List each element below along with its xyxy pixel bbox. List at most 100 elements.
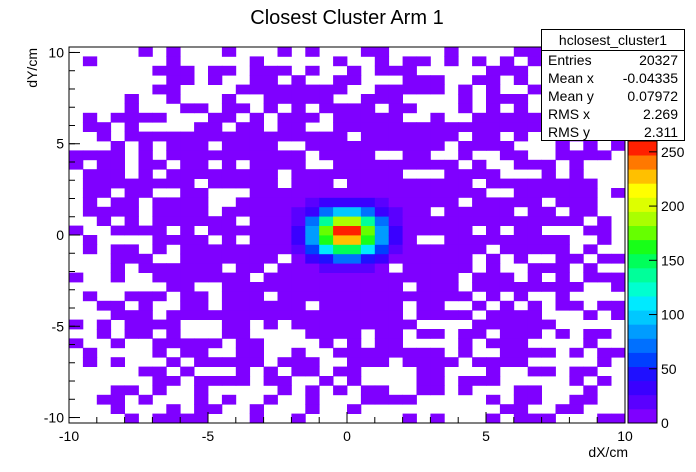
heatmap-bin	[597, 225, 612, 236]
heatmap-bin	[333, 310, 348, 320]
heatmap-bin	[305, 206, 320, 217]
heatmap-bin	[513, 188, 529, 198]
color-scale-step	[628, 225, 657, 241]
heatmap-bin	[499, 282, 515, 292]
heatmap-bin	[208, 376, 223, 386]
heatmap-bin	[416, 225, 431, 236]
heatmap-bin	[291, 169, 306, 179]
heatmap-bin	[208, 244, 223, 255]
heatmap-bin	[527, 300, 542, 311]
heatmap-bin	[347, 65, 362, 76]
heatmap-bin	[486, 253, 501, 264]
heatmap-bin	[152, 159, 167, 170]
heatmap-bin	[416, 131, 431, 142]
heatmap-bin	[82, 244, 98, 255]
heatmap-bin	[180, 131, 195, 142]
heatmap-bin	[305, 216, 320, 226]
heatmap-bin	[374, 282, 390, 292]
heatmap-bin	[319, 300, 334, 311]
heatmap-bin	[152, 385, 167, 396]
heatmap-bin	[347, 225, 362, 236]
heatmap-bin	[430, 357, 445, 367]
heatmap-bin	[194, 206, 209, 217]
heatmap-bin	[611, 272, 626, 283]
heatmap-bin	[458, 206, 473, 217]
heatmap-bin	[472, 188, 487, 198]
heatmap-bin	[291, 272, 306, 283]
heatmap-bin	[249, 131, 264, 142]
heatmap-bin	[124, 413, 139, 424]
heatmap-bin	[277, 385, 292, 396]
heatmap-bin	[402, 357, 417, 367]
heatmap-bin	[347, 253, 362, 264]
heatmap-bin	[513, 94, 529, 104]
heatmap-bin	[333, 75, 348, 85]
heatmap-bin	[374, 188, 390, 198]
heatmap-bin	[263, 75, 278, 85]
heatmap-bin	[319, 282, 334, 292]
heatmap-bin	[96, 188, 112, 198]
heatmap-bin	[291, 291, 306, 302]
heatmap-bin	[527, 235, 542, 245]
heatmap-bin	[486, 178, 501, 189]
heatmap-bin	[305, 272, 320, 283]
heatmap-bin	[138, 319, 153, 330]
heatmap-bin	[388, 84, 403, 95]
heatmap-bin	[402, 131, 417, 142]
heatmap-bin	[180, 282, 195, 292]
heatmap-bin	[221, 206, 237, 217]
heatmap-bin	[458, 225, 473, 236]
heatmap-bin	[555, 197, 570, 208]
heatmap-bin	[555, 178, 570, 189]
heatmap-bin	[194, 300, 209, 311]
heatmap-bin	[513, 47, 529, 57]
stats-label: Entries	[548, 52, 592, 68]
stats-row-mean-x: Mean x -0.04335	[542, 69, 684, 87]
x-tick-label: 5	[482, 428, 490, 444]
heatmap-bin	[305, 84, 320, 95]
heatmap-bin	[513, 75, 529, 85]
heatmap-bin	[472, 206, 487, 217]
heatmap-bin	[430, 376, 445, 386]
heatmap-bin	[235, 291, 251, 302]
heatmap-bin	[82, 188, 98, 198]
heatmap-bin	[166, 197, 181, 208]
heatmap-bin	[374, 263, 390, 273]
heatmap-bin	[208, 404, 223, 414]
heatmap-bin	[263, 366, 278, 377]
heatmap-bin	[221, 244, 237, 255]
heatmap-bin	[124, 319, 139, 330]
heatmap-bin	[277, 94, 292, 104]
heatmap-bin	[249, 141, 264, 151]
heatmap-bin	[319, 338, 334, 349]
heatmap-bin	[194, 169, 209, 179]
heatmap-bin	[110, 253, 125, 264]
heatmap-bin	[166, 84, 181, 95]
heatmap-bin	[291, 366, 306, 377]
heatmap-bin	[527, 225, 542, 236]
heatmap-bin	[263, 244, 278, 255]
heatmap-bin	[513, 122, 529, 132]
heatmap-bin	[249, 188, 264, 198]
heatmap-bin	[221, 131, 237, 142]
heatmap-bin	[444, 225, 459, 236]
heatmap-bin	[402, 84, 417, 95]
stats-row-mean-y: Mean y 0.07972	[542, 87, 684, 105]
heatmap-bin	[305, 394, 320, 405]
heatmap-bin	[444, 47, 459, 57]
heatmap-bin	[513, 338, 529, 349]
heatmap-bin	[138, 141, 153, 151]
heatmap-bin	[305, 263, 320, 273]
heatmap-bin	[235, 329, 251, 339]
heatmap-bin	[138, 150, 153, 161]
x-tick-label: 0	[343, 428, 351, 444]
heatmap-bin	[221, 291, 237, 302]
heatmap-bin	[388, 347, 403, 358]
heatmap-bin	[499, 319, 515, 330]
heatmap-bin	[305, 310, 320, 320]
heatmap-bin	[138, 47, 153, 57]
heatmap-bin	[430, 413, 445, 424]
heatmap-bin	[360, 357, 376, 367]
heatmap-bin	[333, 216, 348, 226]
heatmap-bin	[319, 94, 334, 104]
